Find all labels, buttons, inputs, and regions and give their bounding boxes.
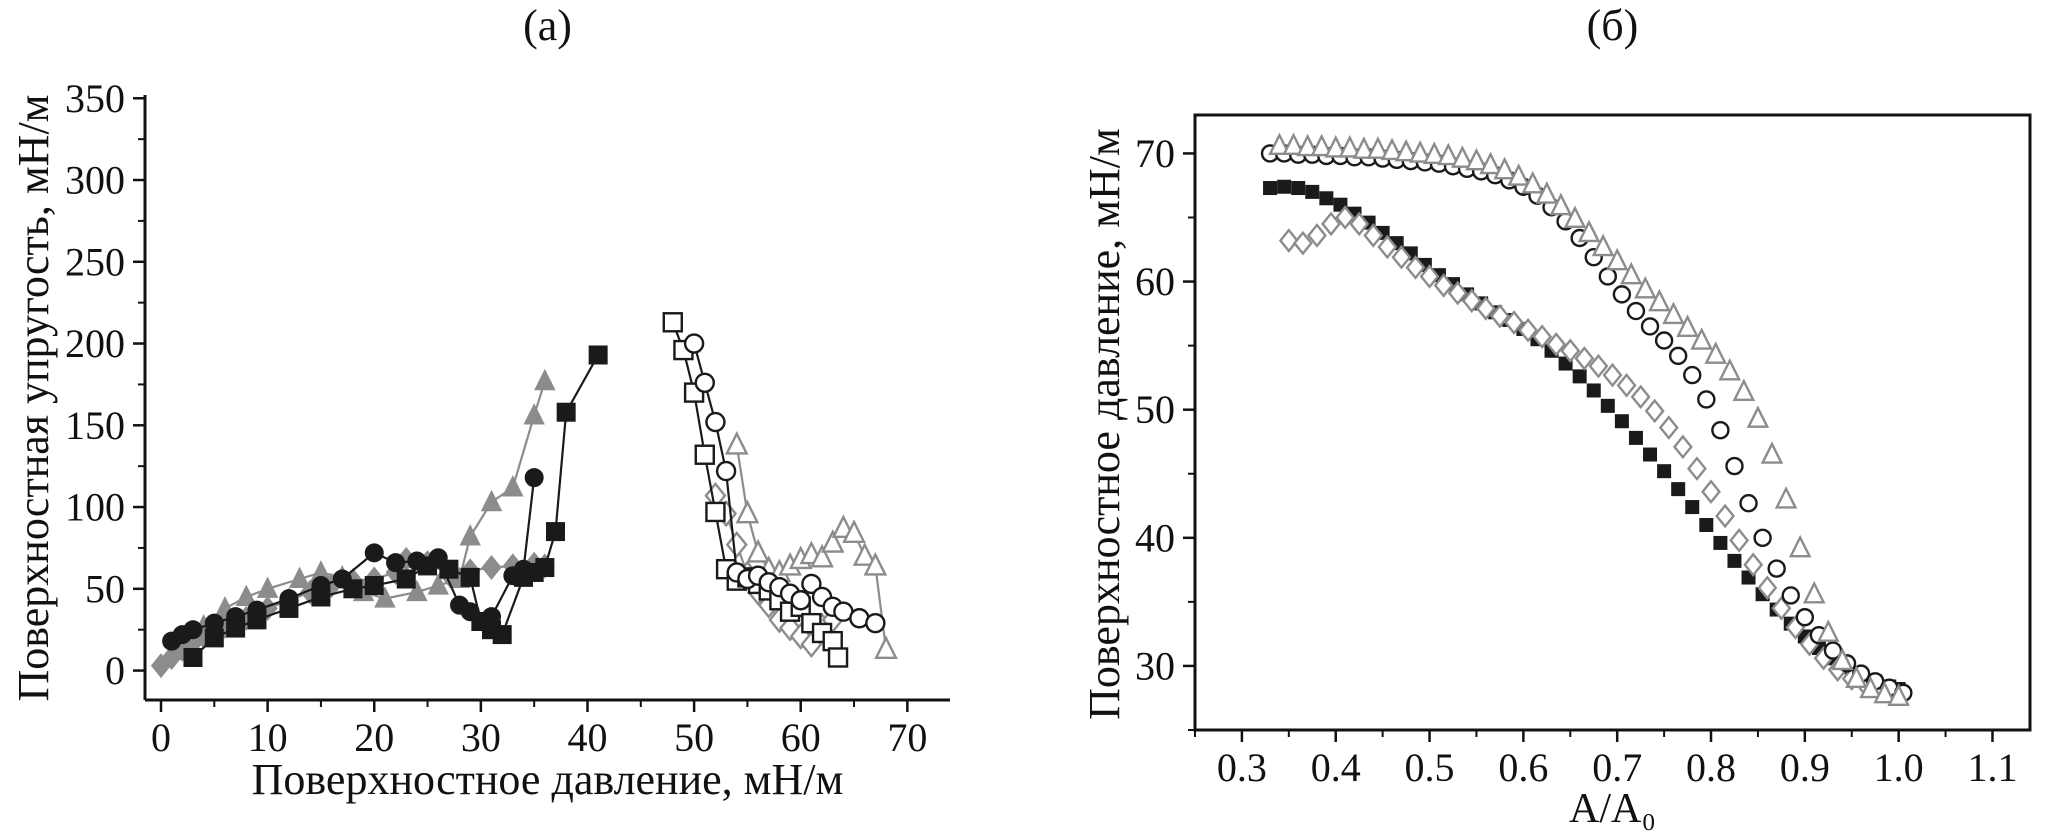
chart-a-ylabel: Поверхностная упругость, мН/м: [9, 94, 58, 702]
chart-b-title: (б): [1586, 1, 1639, 50]
svg-text:40: 40: [567, 715, 607, 760]
svg-text:1.0: 1.0: [1874, 745, 1924, 790]
svg-text:60: 60: [781, 715, 821, 760]
svg-text:0.4: 0.4: [1311, 745, 1361, 790]
svg-text:0.7: 0.7: [1592, 745, 1642, 790]
chart-b-ylabel: Поверхностное давление, мН/м: [1080, 128, 1129, 720]
chart-b-xlabel: A/A₀: [1569, 786, 1656, 832]
svg-text:0: 0: [151, 715, 171, 760]
svg-text:350: 350: [65, 76, 125, 121]
svg-text:0.5: 0.5: [1405, 745, 1455, 790]
svg-text:40: 40: [1135, 515, 1175, 560]
chart-b-canvas: 0.3 0.4 0.5 0.6 0.7 0.8 0.9 1.0 1.1 30 40 50 60 70: [1135, 113, 2032, 790]
svg-text:300: 300: [65, 158, 125, 203]
svg-text:10: 10: [248, 715, 288, 760]
chart-panel-a: 0 10 20 30 40 50 60 70 0 50 100 150 200 250 300 350 (а)…: [9, 1, 950, 804]
svg-text:20: 20: [354, 715, 394, 760]
svg-text:60: 60: [1135, 259, 1175, 304]
svg-text:0.3: 0.3: [1217, 745, 1267, 790]
svg-text:50: 50: [1135, 387, 1175, 432]
svg-text:150: 150: [65, 403, 125, 448]
svg-text:70: 70: [887, 715, 927, 760]
svg-text:30: 30: [461, 715, 501, 760]
svg-text:250: 250: [65, 239, 125, 284]
svg-text:0: 0: [105, 648, 125, 693]
chart-a-title: (а): [523, 1, 572, 50]
svg-text:200: 200: [65, 321, 125, 366]
svg-text:0.6: 0.6: [1498, 745, 1548, 790]
svg-text:0.9: 0.9: [1780, 745, 1830, 790]
svg-text:100: 100: [65, 485, 125, 530]
svg-text:0.8: 0.8: [1686, 745, 1736, 790]
svg-text:50: 50: [674, 715, 714, 760]
svg-text:50: 50: [85, 566, 125, 611]
svg-text:30: 30: [1135, 643, 1175, 688]
svg-text:70: 70: [1135, 131, 1175, 176]
svg-text:1.1: 1.1: [1967, 745, 2017, 790]
chart-a-xlabel: Поверхностное давление, мН/м: [251, 755, 844, 804]
chart-a-canvas: 0 10 20 30 40 50 60 70 0 50 100 150 200 250 300 350: [65, 76, 950, 760]
chart-panel-b: 0.3 0.4 0.5 0.6 0.7 0.8 0.9 1.0 1.1 30 40 50 60 70 (б…: [1035, 0, 2067, 835]
